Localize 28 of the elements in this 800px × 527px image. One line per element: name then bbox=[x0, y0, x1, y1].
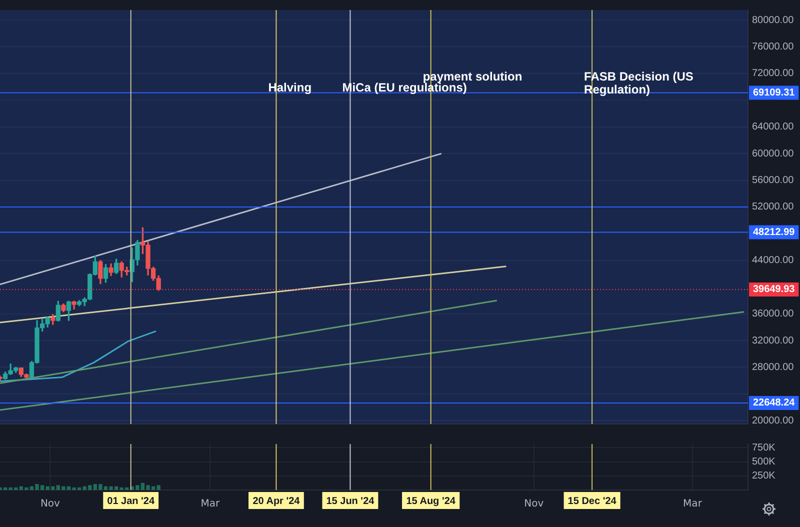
y-tick-label: 20000.00 bbox=[752, 415, 794, 426]
y-tick-label: 72000.00 bbox=[752, 68, 794, 80]
ref-line-label: 20 Apr '24 bbox=[252, 496, 300, 507]
ref-line-label: 01 Jan '24 bbox=[107, 496, 155, 507]
y-tick-label: 76000.00 bbox=[752, 41, 794, 52]
ref-line-label: 15 Dec '24 bbox=[568, 496, 617, 507]
y-tick-label: 52000.00 bbox=[752, 202, 794, 213]
y-tick-label: 64000.00 bbox=[752, 122, 794, 133]
y-tick-label: 36000.00 bbox=[752, 308, 794, 320]
x-tick-label: Mar bbox=[200, 498, 220, 510]
ref-line-label: 22648.24 bbox=[753, 398, 796, 409]
y-tick-label: 80000.00 bbox=[752, 14, 794, 26]
ref-line-label: 39649.93 bbox=[753, 284, 796, 296]
y-tick-label: 500K bbox=[752, 456, 776, 468]
ref-line-label: 15 Jun '24 bbox=[326, 496, 375, 507]
x-tick-label: Nov bbox=[40, 498, 60, 510]
ref-line-label: 69109.31 bbox=[753, 87, 796, 98]
y-tick-label: 250K bbox=[752, 470, 776, 482]
y-tick-label: 60000.00 bbox=[752, 148, 794, 160]
y-tick-label: 750K bbox=[752, 442, 776, 454]
x-tick-label: Nov bbox=[524, 498, 544, 510]
ref-line-label: 15 Aug '24 bbox=[406, 496, 456, 507]
y-tick-label: 56000.00 bbox=[752, 175, 794, 186]
y-tick-label: 44000.00 bbox=[752, 255, 794, 266]
y-tick-label: 32000.00 bbox=[752, 335, 794, 346]
y-tick-label: 28000.00 bbox=[752, 362, 794, 373]
x-tick-label: Mar bbox=[683, 498, 703, 510]
ref-line-label: 48212.99 bbox=[753, 227, 796, 238]
